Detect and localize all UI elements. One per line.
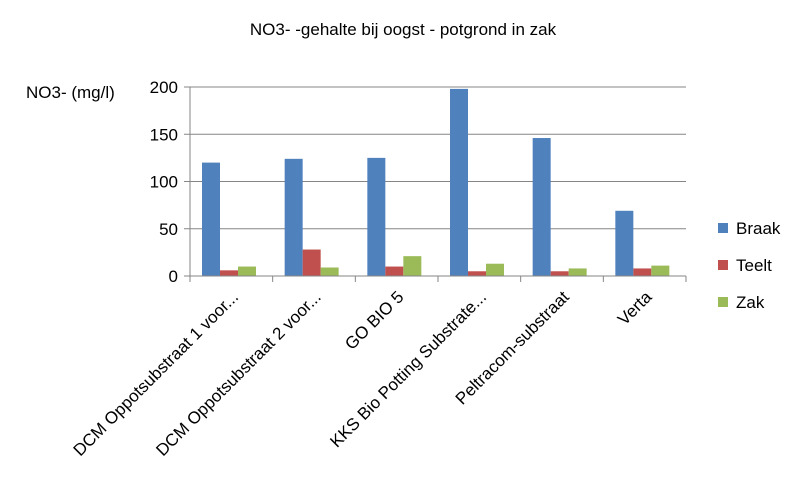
bar-zak-6 <box>651 265 670 276</box>
legend-swatch-zak <box>718 297 728 307</box>
bars <box>202 88 670 276</box>
bar-zak-3 <box>403 256 422 276</box>
y-tick-label: 100 <box>150 173 178 192</box>
legend-swatch-teelt <box>718 260 728 270</box>
legend-label-braak: Braak <box>736 219 781 238</box>
bar-teelt-5 <box>550 271 569 276</box>
bar-teelt-1 <box>220 270 238 276</box>
category-label: DCM Oppotsubstraat 2 voor... <box>152 287 324 459</box>
category-label: DCM Oppotsubstraat 1 voor... <box>70 287 242 459</box>
y-tick-label: 200 <box>150 78 178 97</box>
legend-swatch-braak <box>718 223 728 233</box>
category-label: KKS Bio Potting Substrate... <box>326 287 490 451</box>
category-label: GO BIO 5 <box>341 287 407 353</box>
category-labels: DCM Oppotsubstraat 1 voor...DCM Oppotsub… <box>70 287 656 460</box>
legend-label-zak: Zak <box>736 293 765 312</box>
legend-label-teelt: Teelt <box>736 256 772 275</box>
bar-zak-2 <box>320 267 339 276</box>
bar-zak-4 <box>486 263 504 276</box>
bar-teelt-2 <box>302 249 321 276</box>
category-label: Verta <box>614 287 656 329</box>
bar-teelt-4 <box>468 271 486 276</box>
bar-teelt-3 <box>385 266 404 276</box>
bar-braak-2 <box>284 158 303 276</box>
bar-zak-5 <box>568 268 587 276</box>
bar-braak-5 <box>532 138 551 276</box>
axes <box>184 86 687 282</box>
y-axis-label: NO3- (mg/l) <box>26 83 115 102</box>
legend: Braak Teelt Zak <box>718 219 781 312</box>
y-tick-labels: 0 50 100 150 200 <box>150 78 178 286</box>
y-tick-label: 0 <box>169 267 178 286</box>
bar-braak-4 <box>450 88 468 276</box>
gridlines <box>190 86 686 230</box>
y-tick-label: 150 <box>150 125 178 144</box>
bar-braak-6 <box>615 210 634 276</box>
bar-braak-3 <box>367 157 386 276</box>
bar-zak-1 <box>238 266 256 276</box>
bar-braak-1 <box>202 162 220 276</box>
chart-title: NO3- -gehalte bij oogst - potgrond in za… <box>250 20 557 39</box>
y-tick-label: 50 <box>159 220 178 239</box>
bar-teelt-6 <box>633 268 652 276</box>
